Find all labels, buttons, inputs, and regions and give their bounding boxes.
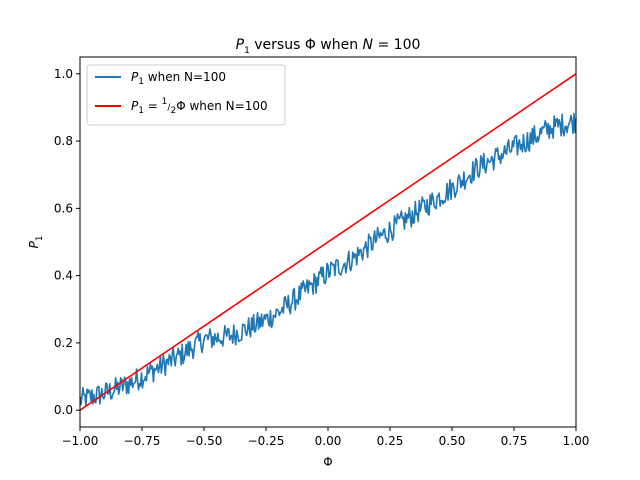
x-tick-label: 0.00 — [315, 434, 342, 448]
legend-box — [86, 64, 286, 126]
y-tick-label: 0.4 — [54, 269, 73, 283]
x-tick-label: −1.00 — [62, 434, 99, 448]
x-tick-label: −0.50 — [186, 434, 223, 448]
x-axis: −1.00 −0.75 −0.50 −0.25 0.00 0.25 0.50 0.75 1.00 — [62, 427, 590, 448]
y-tick-label: 0.2 — [54, 336, 73, 350]
x-tick-label: −0.75 — [124, 434, 161, 448]
series-line-2 — [79, 73, 577, 411]
legend-label-series-2: P1 = 1/2Φ when N=100 — [131, 97, 268, 116]
legend: P1 when N=100 P1 = 1/2Φ when N=100 — [86, 64, 286, 126]
x-tick-label: −0.25 — [248, 434, 285, 448]
y-tick-label: 0.6 — [54, 201, 73, 215]
y-tick-label: 1.0 — [54, 67, 73, 81]
x-tick-label: 1.00 — [563, 434, 590, 448]
x-tick-label: 0.75 — [501, 434, 528, 448]
x-axis-label: Φ — [323, 455, 332, 469]
y-axis-label: P1 — [27, 236, 45, 249]
y-axis: 0.0 0.2 0.4 0.6 0.8 1.0 — [54, 67, 80, 417]
x-tick-label: 0.50 — [439, 434, 466, 448]
y-tick-label: 0.0 — [54, 403, 73, 417]
y-tick-label: 0.8 — [54, 134, 73, 148]
x-tick-label: 0.25 — [377, 434, 404, 448]
chart-title: P1 versus Φ when N = 100 — [236, 37, 421, 56]
legend-label-series-1: P1 when N=100 — [131, 70, 226, 87]
series-line-1 — [79, 112, 577, 407]
